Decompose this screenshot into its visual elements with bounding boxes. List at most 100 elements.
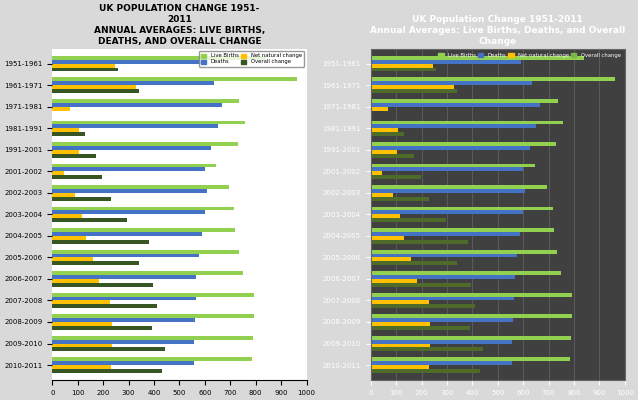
Bar [52, 250, 239, 254]
Bar [371, 60, 521, 64]
Bar [52, 340, 194, 344]
Bar [52, 300, 110, 304]
Bar [52, 314, 254, 318]
Bar [52, 322, 112, 326]
Bar [52, 214, 82, 218]
Bar [371, 326, 470, 330]
Bar [52, 318, 195, 322]
Bar [52, 124, 218, 128]
Legend: Live Births, Deaths, Net natural change, Overall change: Live Births, Deaths, Net natural change,… [199, 51, 304, 66]
Bar [52, 240, 149, 244]
Bar [371, 128, 397, 132]
Title: UK Population Change 1951-2011
Annual Averages: Live Births, Deaths, and Overall: UK Population Change 1951-2011 Annual Av… [370, 15, 625, 46]
Bar [52, 296, 196, 300]
Bar [52, 150, 79, 154]
Bar [371, 254, 517, 258]
Bar [371, 64, 433, 68]
Bar [52, 258, 93, 261]
Bar [52, 128, 79, 132]
Bar [52, 271, 242, 275]
Bar [52, 261, 139, 265]
Bar [52, 60, 203, 64]
Bar [52, 89, 139, 93]
Bar [371, 103, 540, 107]
Bar [371, 132, 404, 136]
Bar [371, 99, 558, 103]
Bar [371, 78, 615, 81]
Bar [371, 261, 457, 265]
Bar [371, 164, 535, 168]
Bar [52, 171, 64, 175]
Bar [371, 314, 572, 318]
Title: UK POPULATION CHANGE 1951-
2011
ANNUAL AVERAGES: LIVE BIRTHS,
DEATHS, AND OVERAL: UK POPULATION CHANGE 1951- 2011 ANNUAL A… [94, 4, 265, 46]
Bar [371, 81, 532, 85]
Bar [52, 218, 128, 222]
Bar [52, 344, 112, 347]
Bar [52, 326, 152, 330]
Bar [371, 175, 420, 179]
Bar [371, 146, 530, 150]
Bar [371, 171, 382, 175]
Bar [371, 336, 572, 340]
Bar [52, 146, 211, 150]
Bar [371, 228, 554, 232]
Bar [371, 232, 520, 236]
Bar [52, 236, 86, 240]
Bar [371, 275, 514, 279]
Bar [52, 64, 115, 68]
Bar [371, 142, 556, 146]
Bar [52, 99, 239, 103]
Bar [371, 347, 483, 351]
Bar [52, 283, 153, 287]
Bar [52, 304, 157, 308]
Bar [371, 214, 400, 218]
Bar [52, 210, 205, 214]
Bar [371, 120, 563, 124]
Bar [371, 279, 417, 283]
Legend: Live Births, Deaths, Net natural change, Overall change: Live Births, Deaths, Net natural change,… [437, 51, 622, 60]
Bar [52, 154, 96, 158]
Bar [371, 68, 436, 72]
Bar [52, 68, 118, 72]
Bar [52, 336, 253, 340]
Bar [52, 142, 238, 146]
Bar [371, 236, 404, 240]
Bar [371, 210, 523, 214]
Bar [52, 189, 207, 193]
Bar [371, 193, 393, 197]
Bar [371, 124, 536, 128]
Bar [52, 232, 202, 236]
Bar [52, 132, 85, 136]
Bar [52, 279, 99, 283]
Bar [52, 56, 265, 60]
Bar [52, 107, 70, 111]
Bar [52, 365, 110, 369]
Bar [371, 185, 547, 189]
Bar [52, 185, 229, 189]
Bar [52, 164, 216, 168]
Bar [52, 357, 252, 361]
Bar [52, 228, 235, 232]
Bar [371, 168, 523, 171]
Bar [371, 150, 397, 154]
Bar [371, 107, 389, 111]
Bar [371, 357, 570, 361]
Bar [52, 175, 102, 179]
Bar [45, 111, 52, 114]
Bar [371, 361, 512, 365]
Bar [371, 318, 513, 322]
Bar [371, 365, 429, 369]
Bar [371, 344, 430, 347]
Bar [371, 304, 475, 308]
Bar [371, 218, 446, 222]
Bar [371, 258, 411, 261]
Bar [52, 120, 245, 124]
Bar [371, 89, 457, 93]
Bar [371, 369, 480, 373]
Bar [52, 193, 75, 197]
Bar [52, 369, 162, 373]
Bar [371, 296, 514, 300]
Bar [371, 293, 572, 296]
Bar [371, 56, 584, 60]
Bar [52, 85, 136, 89]
